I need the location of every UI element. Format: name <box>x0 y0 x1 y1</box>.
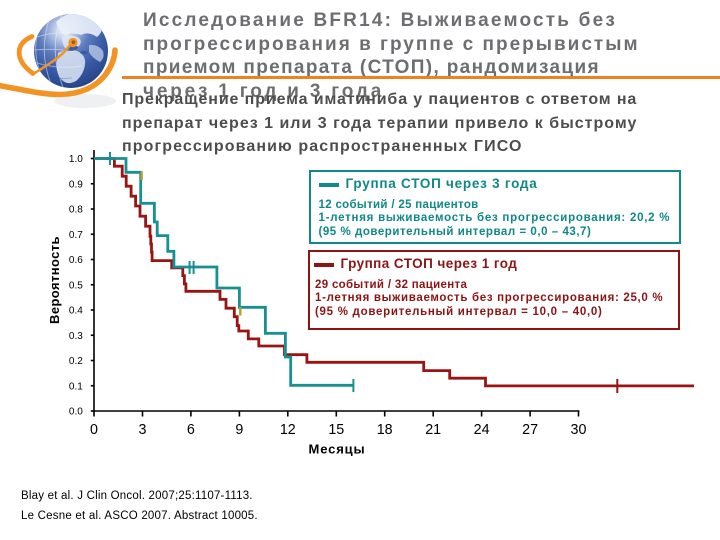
svg-text:0.9: 0.9 <box>69 179 83 190</box>
svg-text:0.3: 0.3 <box>69 331 83 342</box>
svg-text:30: 30 <box>571 422 587 438</box>
svg-text:1.0: 1.0 <box>69 154 83 165</box>
svg-text:Месяцы: Месяцы <box>309 442 366 457</box>
svg-text:6: 6 <box>187 422 195 438</box>
svg-text:9: 9 <box>235 422 243 438</box>
svg-text:0.7: 0.7 <box>69 230 83 241</box>
svg-text:0.0: 0.0 <box>69 407 83 418</box>
svg-text:0: 0 <box>90 422 98 438</box>
svg-text:0.8: 0.8 <box>69 205 83 216</box>
svg-text:27: 27 <box>522 422 538 438</box>
svg-text:12: 12 <box>280 422 296 438</box>
svg-text:0.4: 0.4 <box>69 306 83 317</box>
svg-text:0.1: 0.1 <box>69 381 83 392</box>
svg-text:3: 3 <box>139 422 147 438</box>
svg-text:0.6: 0.6 <box>69 255 83 266</box>
svg-text:15: 15 <box>328 422 344 438</box>
svg-text:18: 18 <box>377 422 393 438</box>
svg-text:0.2: 0.2 <box>69 356 83 367</box>
svg-text:24: 24 <box>474 422 490 438</box>
svg-text:21: 21 <box>425 422 441 438</box>
svg-text:0.5: 0.5 <box>69 280 83 291</box>
svg-text:Вероятность: Вероятность <box>47 236 62 324</box>
